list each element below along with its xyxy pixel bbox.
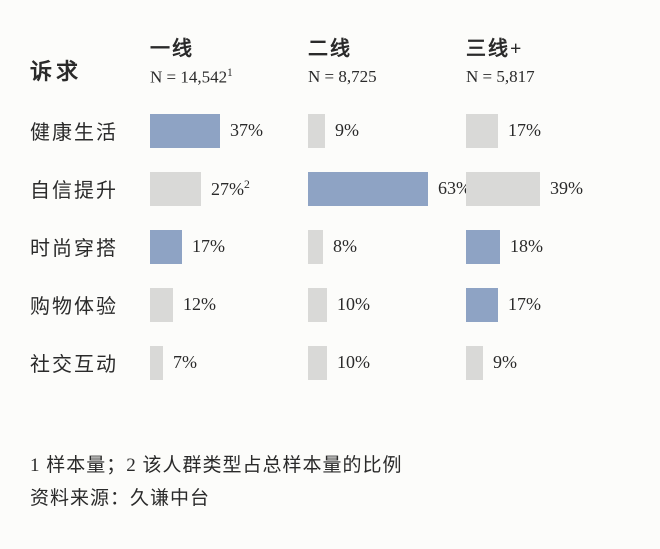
bar [308,114,325,148]
column-n: N = 8,725 [308,67,466,87]
bar-cell: 8% [308,218,466,276]
bar-value-label: 17% [508,294,541,315]
bar-cell: 27%2 [150,160,308,218]
column-header: 一线 N = 14,5421 [150,28,308,88]
bar [466,346,483,380]
bar-cell: 17% [466,276,624,334]
bar-cell: 63% [308,160,466,218]
column-header: 二线 N = 8,725 [308,28,466,88]
bar-cell: 7% [150,334,308,392]
bar-cell: 10% [308,334,466,392]
footnotes: 1 样本量；2 该人群类型占总样本量的比例 资料来源：久谦中台 [30,450,403,515]
row-header-label: 诉求 [30,28,150,88]
bar-value-label: 7% [173,352,197,373]
bar-cell: 18% [466,218,624,276]
bar [308,288,327,322]
bar [466,288,498,322]
bar-value-label: 10% [337,352,370,373]
bar-cell: 12% [150,276,308,334]
row-label: 时尚穿搭 [30,218,150,276]
footnote-1: 1 样本量；2 该人群类型占总样本量的比例 [30,450,403,482]
bar-cell: 17% [466,102,624,160]
column-header: 三线+ N = 5,817 [466,28,624,88]
column-title: 二线 [308,32,466,61]
column-n: N = 5,817 [466,67,624,87]
bar-value-label: 8% [333,236,357,257]
bar [466,114,498,148]
bar [308,346,327,380]
bar-cell: 39% [466,160,624,218]
bar-value-label: 9% [493,352,517,373]
bar-value-label: 27%2 [211,178,250,200]
bar-value-label: 9% [335,120,359,141]
bar [150,288,173,322]
row-label: 社交互动 [30,334,150,392]
bar [150,172,201,206]
bar [308,172,428,206]
footnote-source: 资料来源：久谦中台 [30,483,403,515]
chart-grid: 诉求一线 N = 14,5421二线 N = 8,725三线+ N = 5,817 健康… [30,28,630,392]
bar [150,346,163,380]
bar [466,172,540,206]
bar-value-label: 12% [183,294,216,315]
column-title: 三线+ [466,32,624,61]
bar [466,230,500,264]
row-label: 购物体验 [30,276,150,334]
column-title: 一线 [150,32,308,61]
bar-cell: 10% [308,276,466,334]
bar-value-label: 37% [230,120,263,141]
bar [308,230,323,264]
bar-value-label: 39% [550,178,583,199]
bar-cell: 37% [150,102,308,160]
bar-cell: 17% [150,218,308,276]
bar [150,230,182,264]
bar-cell: 9% [466,334,624,392]
bar-value-label: 17% [192,236,225,257]
bar-value-label: 17% [508,120,541,141]
bar-value-label: 18% [510,236,543,257]
column-n: N = 14,5421 [150,67,308,88]
row-label: 健康生活 [30,102,150,160]
bar [150,114,220,148]
bar-value-label: 10% [337,294,370,315]
bar-cell: 9% [308,102,466,160]
row-label: 自信提升 [30,160,150,218]
